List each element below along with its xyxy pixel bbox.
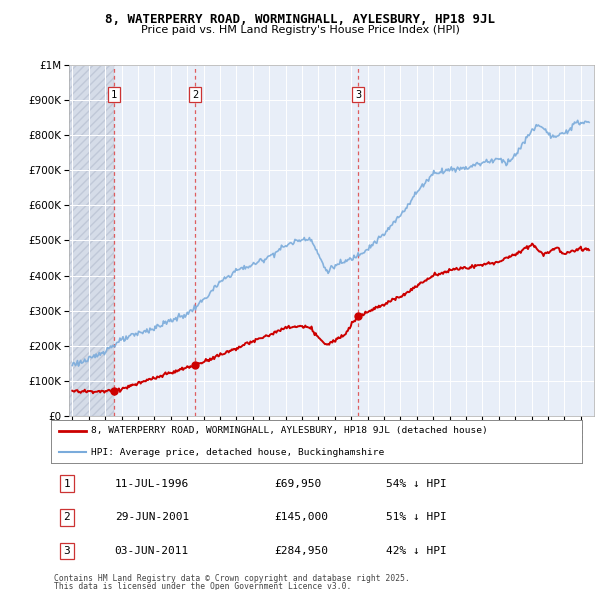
Text: 2: 2 [192,90,198,100]
Text: Price paid vs. HM Land Registry's House Price Index (HPI): Price paid vs. HM Land Registry's House … [140,25,460,35]
Text: 3: 3 [355,90,361,100]
Text: 42% ↓ HPI: 42% ↓ HPI [386,546,446,556]
Text: 03-JUN-2011: 03-JUN-2011 [115,546,189,556]
Text: 54% ↓ HPI: 54% ↓ HPI [386,479,446,489]
Text: £145,000: £145,000 [274,513,328,522]
Text: 2: 2 [64,513,70,522]
Text: £69,950: £69,950 [274,479,321,489]
Text: 3: 3 [64,546,70,556]
Text: 1: 1 [110,90,117,100]
Text: Contains HM Land Registry data © Crown copyright and database right 2025.: Contains HM Land Registry data © Crown c… [54,574,410,583]
Text: HPI: Average price, detached house, Buckinghamshire: HPI: Average price, detached house, Buck… [91,448,384,457]
Text: £284,950: £284,950 [274,546,328,556]
Text: 8, WATERPERRY ROAD, WORMINGHALL, AYLESBURY, HP18 9JL (detached house): 8, WATERPERRY ROAD, WORMINGHALL, AYLESBU… [91,427,488,435]
Text: 51% ↓ HPI: 51% ↓ HPI [386,513,446,522]
Text: This data is licensed under the Open Government Licence v3.0.: This data is licensed under the Open Gov… [54,582,352,590]
Text: 8, WATERPERRY ROAD, WORMINGHALL, AYLESBURY, HP18 9JL: 8, WATERPERRY ROAD, WORMINGHALL, AYLESBU… [105,13,495,26]
Text: 29-JUN-2001: 29-JUN-2001 [115,513,189,522]
Text: 11-JUL-1996: 11-JUL-1996 [115,479,189,489]
Text: 1: 1 [64,479,70,489]
